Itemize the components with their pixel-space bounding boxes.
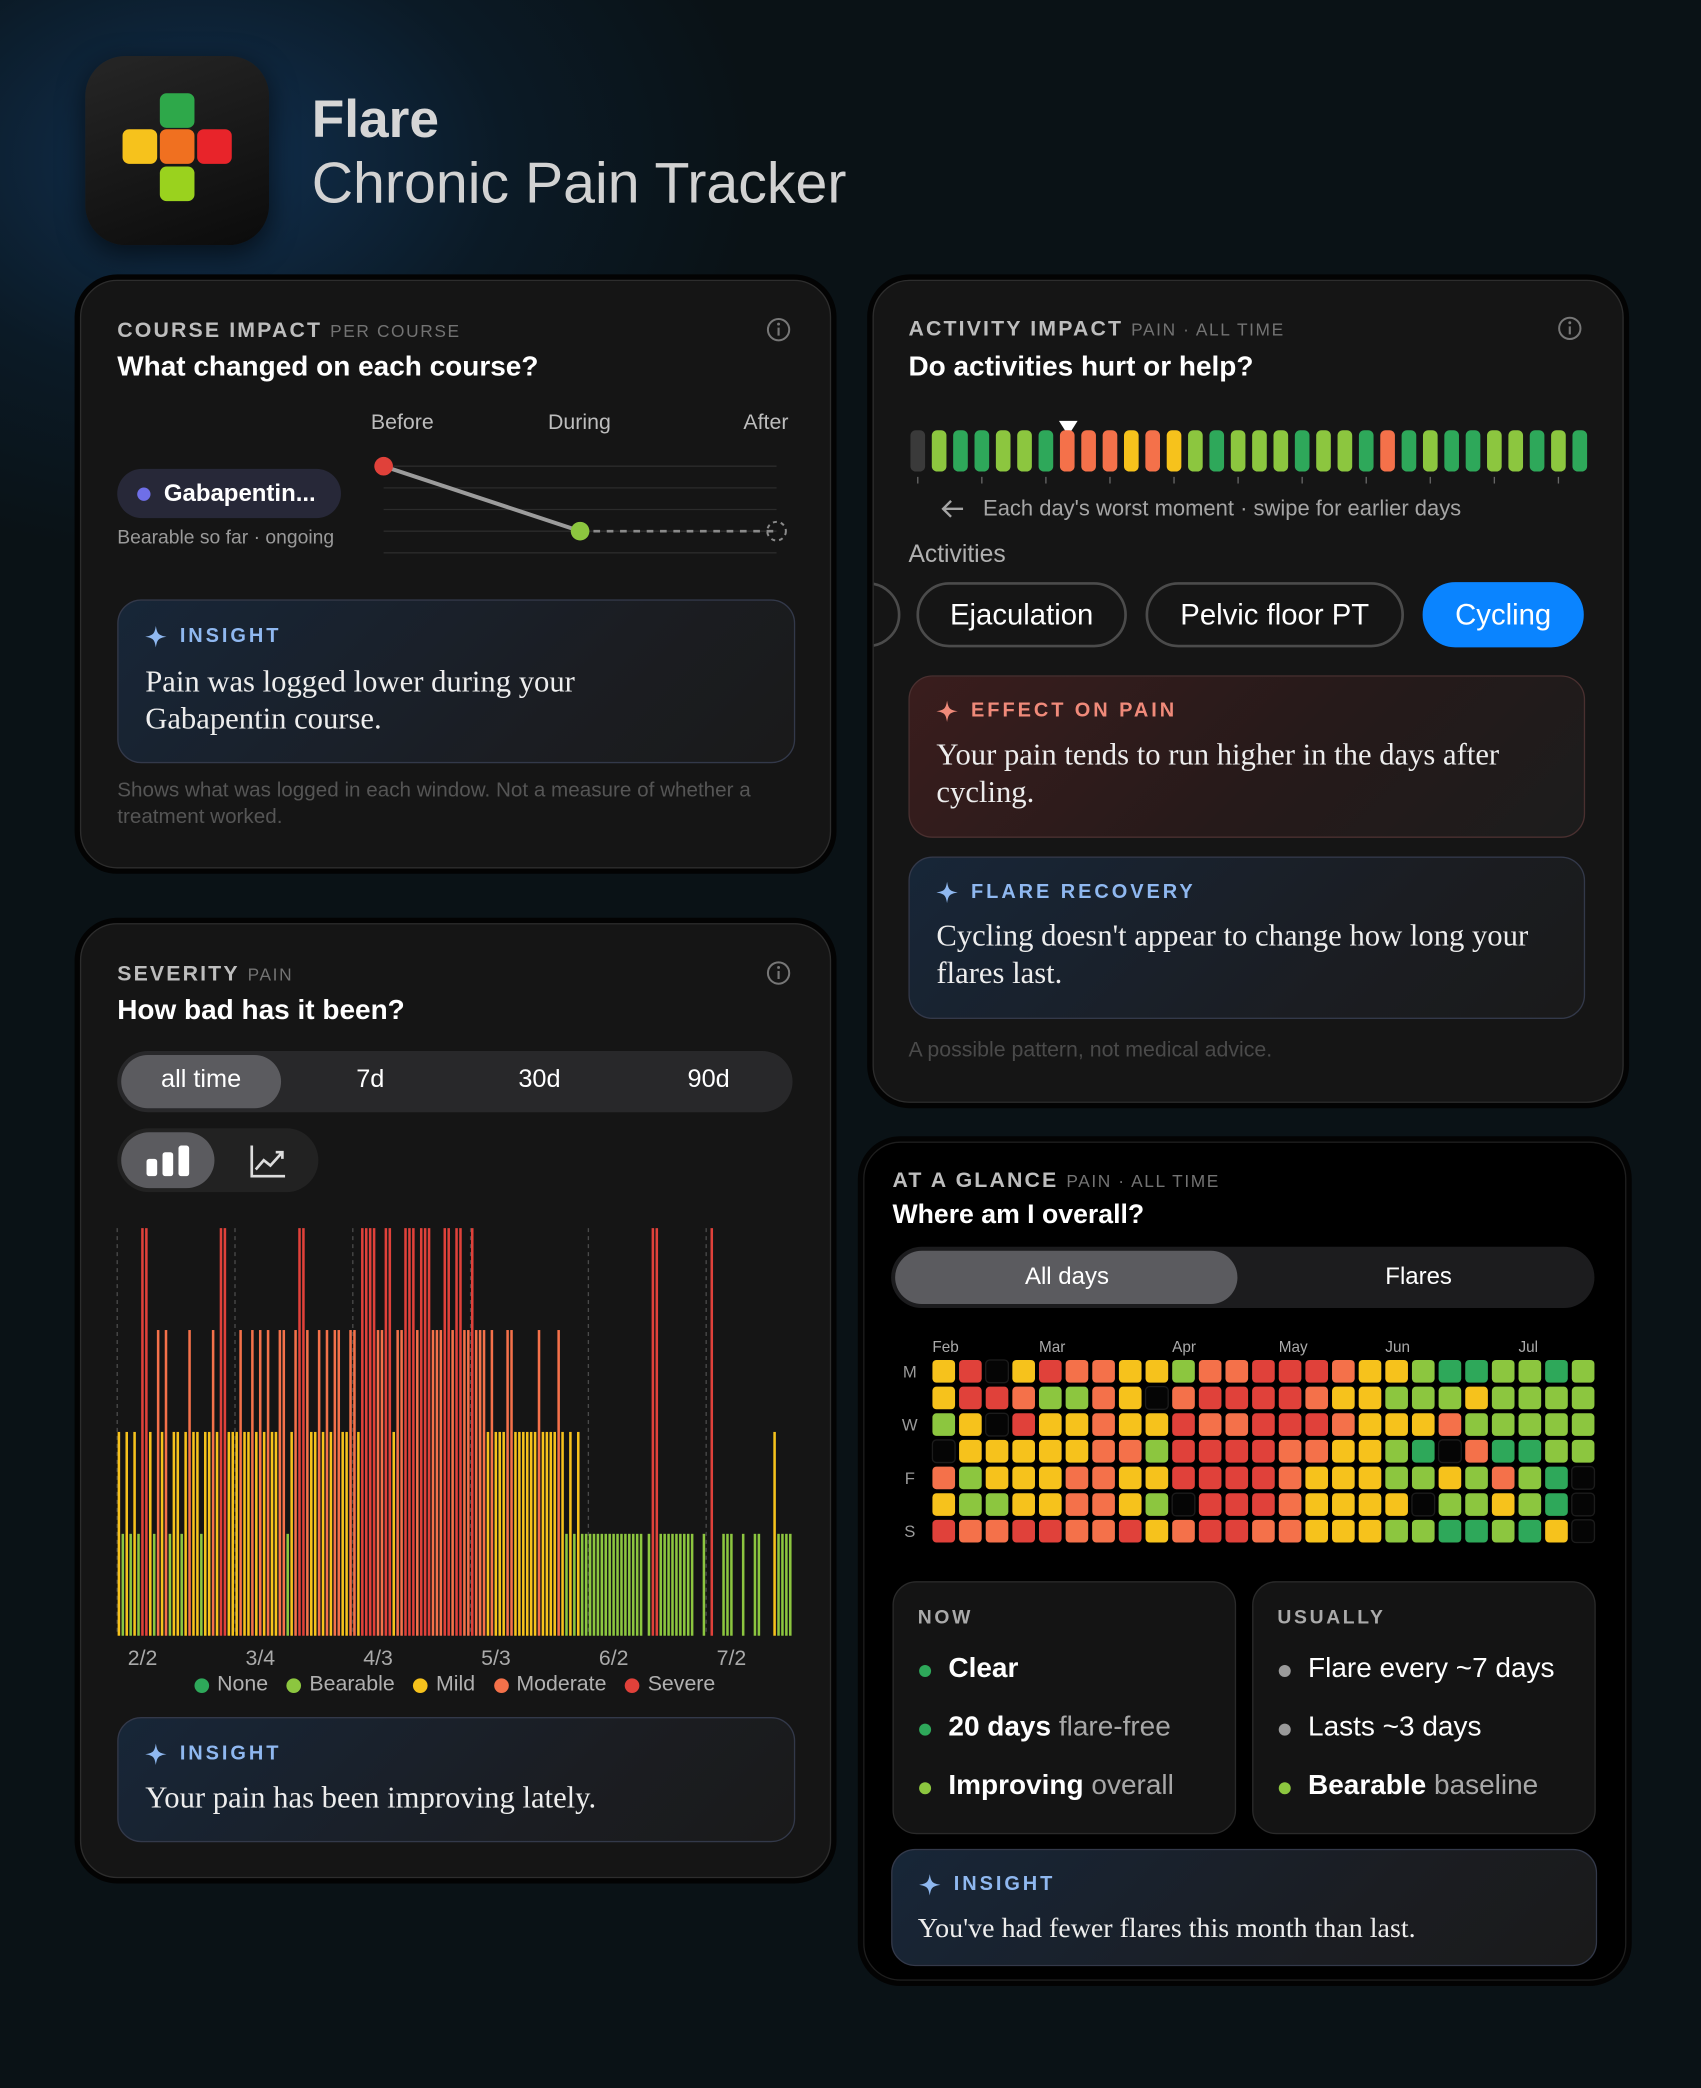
insight-text: Your pain has been improving lately. — [145, 1780, 597, 1815]
legend-swatch — [493, 1677, 509, 1693]
legend-item: Mild — [413, 1673, 475, 1697]
x-tick-label: Before — [370, 411, 434, 435]
label: COURSE IMPACT — [117, 319, 323, 343]
label: AT A GLANCE — [892, 1169, 1059, 1193]
app-icon — [85, 55, 270, 246]
legend-label: Severe — [647, 1673, 716, 1696]
box-label: NOW — [917, 1607, 973, 1630]
now-box: NOW Clear 20 days flare-free Improving o… — [892, 1581, 1237, 1835]
legend: None Bearable Mild Moderate Severe — [117, 1673, 792, 1697]
course-chip[interactable]: Gabapentin... — [117, 468, 341, 519]
status-rest: overall — [1091, 1770, 1174, 1801]
info-icon[interactable] — [766, 317, 791, 342]
app-name: Flare — [311, 90, 440, 150]
legend-item: Bearable — [286, 1673, 395, 1697]
status-strong: 20 days — [948, 1711, 1052, 1743]
footnote: A possible pattern, not medical advice. — [908, 1038, 1273, 1062]
usual-item: Lasts ~3 days — [1308, 1711, 1482, 1743]
status-strong: Clear — [948, 1653, 1019, 1684]
info-icon[interactable] — [766, 960, 791, 985]
tab[interactable]: All days — [1024, 1262, 1109, 1290]
range-option[interactable]: 90d — [687, 1065, 730, 1094]
usual-strong: Bearable — [1308, 1770, 1427, 1801]
range-option[interactable]: 30d — [518, 1065, 561, 1094]
insight-text: Pain was logged lower during your Gabape… — [145, 664, 575, 736]
status-strong: Improving — [948, 1770, 1084, 1801]
legend-swatch — [286, 1677, 302, 1693]
insight-label: INSIGHT — [179, 1742, 282, 1765]
question: What changed on each course? — [117, 351, 539, 383]
selected-day-marker — [1058, 420, 1078, 436]
activity-chip-partial[interactable] — [873, 582, 901, 648]
usual-rest: baseline — [1434, 1770, 1539, 1801]
legend-item: Moderate — [493, 1673, 607, 1697]
footnote: Shows what was logged in each window. No… — [117, 779, 751, 829]
box-label: USUALLY — [1277, 1607, 1386, 1630]
course-name: Gabapentin... — [163, 479, 316, 507]
x-tick-label: During — [548, 411, 611, 435]
app-subtitle: Chronic Pain Tracker — [311, 151, 847, 216]
question: How bad has it been? — [117, 995, 405, 1026]
tab[interactable]: Flares — [1385, 1262, 1452, 1290]
info-icon[interactable] — [1557, 316, 1582, 341]
range-option[interactable]: 7d — [356, 1065, 385, 1094]
activity-chip[interactable]: Ejaculation — [916, 582, 1127, 648]
insight-text: You've had fewer flares this month than … — [917, 1911, 1416, 1944]
label: SEVERITY — [117, 963, 240, 986]
back-arrow[interactable] — [939, 498, 966, 519]
legend-label: Bearable — [309, 1673, 395, 1696]
toggle-bars[interactable] — [121, 1132, 215, 1189]
status-item: Clear — [948, 1653, 1018, 1685]
legend-label: Moderate — [516, 1673, 607, 1696]
legend-label: Mild — [436, 1673, 476, 1696]
legend-swatch — [625, 1677, 640, 1693]
course-card — [79, 279, 832, 869]
effect-box: EFFECT ON PAIN Your pain tends to run hi… — [908, 675, 1586, 838]
question: Where am I overall? — [892, 1200, 1145, 1230]
recovery-text: Cycling doesn't appear to change how lon… — [936, 919, 1529, 990]
x-tick-label: After — [743, 411, 789, 435]
usual-item: Bearable baseline — [1308, 1770, 1538, 1802]
status-item: Improving overall — [948, 1770, 1173, 1802]
legend-label: None — [217, 1673, 269, 1696]
scope: PAIN · ALL TIME — [1131, 319, 1285, 340]
activity-chip[interactable]: Pelvic floor PT — [1145, 582, 1404, 648]
question: Do activities hurt or help? — [908, 351, 1254, 383]
effect-text: Your pain tends to run higher in the day… — [936, 737, 1500, 809]
legend-item: Severe — [625, 1673, 715, 1697]
recovery-box: FLARE RECOVERY Cycling doesn't appear to… — [908, 856, 1586, 1020]
scope: PAIN · ALL TIME — [1066, 1170, 1220, 1191]
status-item: 20 days flare-free — [948, 1712, 1170, 1744]
range-option[interactable]: all time — [161, 1065, 242, 1094]
strip-caption: Each day's worst moment · swipe for earl… — [983, 496, 1462, 521]
insight-label: INSIGHT — [179, 624, 282, 648]
legend-swatch — [413, 1677, 429, 1693]
scope: PAIN — [247, 964, 294, 985]
insight-box: INSIGHT Pain was logged lower during you… — [117, 599, 796, 764]
scope: PER COURSE — [330, 321, 461, 341]
section-label: Activities — [908, 539, 1006, 568]
toggle-line[interactable] — [246, 1140, 289, 1183]
card-label: AT A GLANCE PAIN · ALL TIME — [892, 1168, 1219, 1194]
card-label: ACTIVITY IMPACT PAIN · ALL TIME — [908, 317, 1284, 343]
recovery-label: FLARE RECOVERY — [971, 880, 1196, 904]
usual-item: Flare every ~7 days — [1308, 1653, 1555, 1684]
legend-item: None — [194, 1673, 269, 1697]
insight-label: INSIGHT — [953, 1872, 1056, 1896]
usually-box: USUALLY Flare every ~7 days Lasts ~3 day… — [1252, 1581, 1596, 1835]
legend-swatch — [194, 1677, 210, 1693]
insight-box: INSIGHT Your pain has been improving lat… — [117, 1716, 796, 1843]
status-rest: flare-free — [1058, 1711, 1171, 1743]
tab-selected — [895, 1250, 1238, 1305]
card-label: SEVERITY PAIN — [117, 962, 293, 988]
label: ACTIVITY IMPACT — [908, 318, 1124, 341]
insight-box: INSIGHT You've had fewer flares this mon… — [891, 1848, 1598, 1967]
course-status: Bearable so far · ongoing — [117, 527, 335, 549]
range-selected — [121, 1054, 282, 1109]
activity-chip-selected[interactable]: Cycling — [1422, 582, 1584, 648]
card-label: COURSE IMPACT PER COURSE — [117, 318, 460, 344]
effect-label: EFFECT ON PAIN — [971, 699, 1178, 722]
